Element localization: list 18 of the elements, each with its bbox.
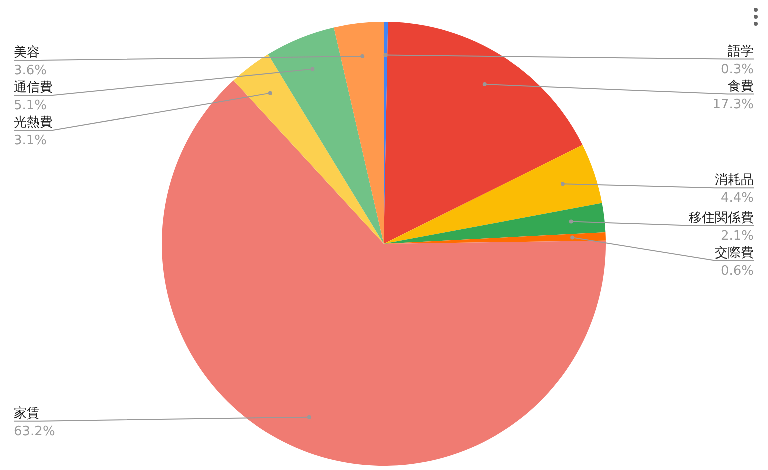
- slice-label: 食費: [728, 79, 754, 94]
- data-label: 17.3%: [712, 97, 754, 112]
- slice-label: 光熱費: [14, 116, 53, 131]
- data-label: 63.2%: [14, 424, 56, 440]
- slice-label: 移住関係費: [689, 210, 754, 226]
- data-label: 2.1%: [720, 228, 754, 244]
- data-label: 5.1%: [14, 98, 48, 114]
- slice-label: 語学: [728, 44, 754, 60]
- data-label: 3.1%: [14, 134, 48, 149]
- slice-label: 美容: [14, 44, 40, 61]
- slice-label: 交際費: [715, 244, 754, 261]
- data-label: 4.4%: [720, 191, 754, 206]
- data-label: 0.3%: [720, 62, 754, 78]
- data-label: 0.6%: [720, 264, 754, 279]
- slice-label: 通信費: [14, 80, 53, 96]
- slice-label: 家賃: [14, 405, 40, 422]
- slice-label: 消耗品: [715, 173, 754, 188]
- data-label: 3.6%: [14, 64, 48, 79]
